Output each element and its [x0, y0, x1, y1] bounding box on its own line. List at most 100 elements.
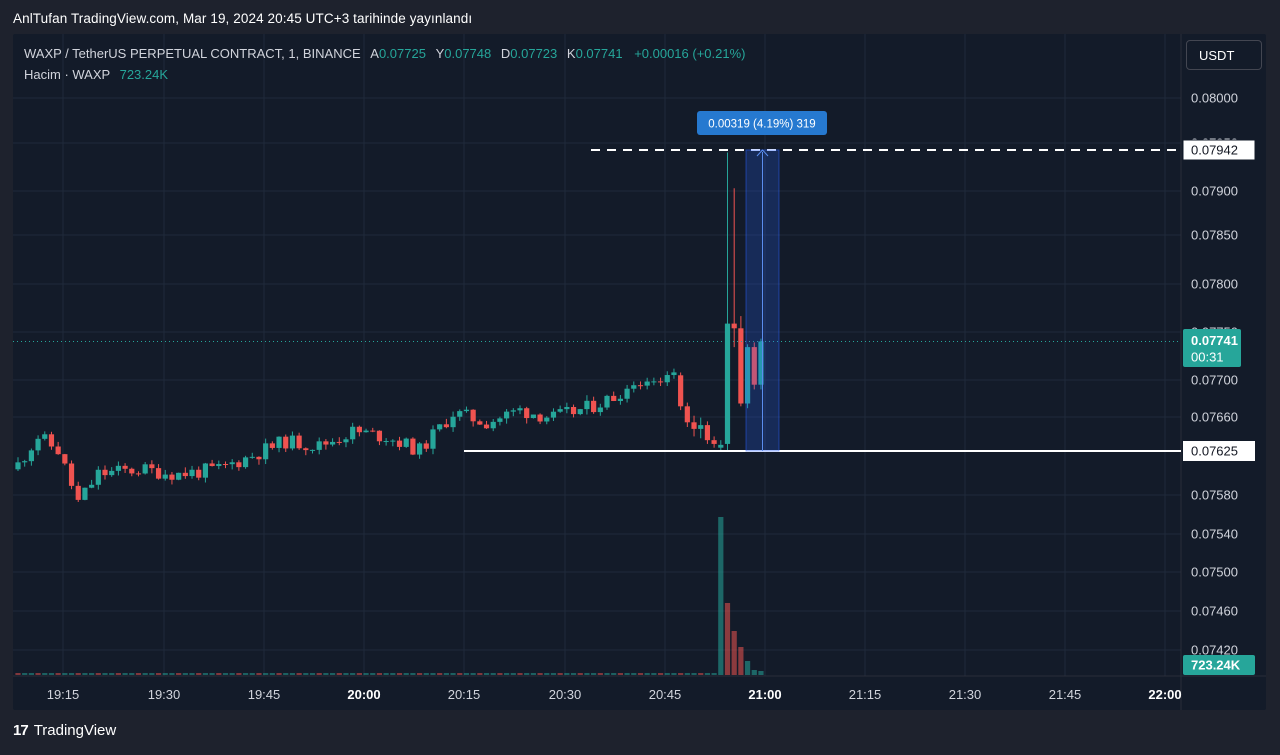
candle-body	[55, 446, 61, 455]
volume-bar	[390, 673, 396, 675]
volume-bar	[336, 673, 342, 675]
candle-body	[343, 439, 349, 443]
volume-bar	[744, 661, 751, 675]
candle-body	[624, 388, 630, 399]
volume-bar	[162, 673, 168, 675]
candle-body	[303, 448, 309, 451]
volume-bar	[383, 673, 389, 675]
volume-bar	[396, 673, 403, 675]
volume-bar	[738, 647, 744, 675]
candle-body	[657, 381, 664, 383]
volume-bar	[457, 673, 463, 675]
candle-body	[644, 381, 650, 386]
volume-bar	[597, 673, 603, 675]
volume-bar	[169, 673, 175, 675]
candle-body	[263, 443, 269, 460]
publish-caption: AnlTufan TradingView.com, Mar 19, 2024 2…	[13, 11, 473, 26]
price-chart[interactable]: 0.080000.079500.079000.078500.078000.077…	[13, 34, 1266, 710]
measure-label-box	[697, 111, 827, 135]
candle-body	[162, 474, 168, 479]
candle-body	[437, 424, 443, 430]
price-tick-label: 0.07580	[1191, 488, 1238, 503]
volume-badge-text: 723.24K	[1191, 658, 1241, 673]
volume-bar	[678, 673, 684, 675]
measure-label: 0.00319 (4.19%) 319	[708, 119, 815, 131]
candle-body	[410, 438, 416, 455]
low-label: D	[500, 46, 511, 61]
volume-bar	[483, 673, 490, 675]
volume-bar	[229, 673, 235, 675]
currency-button[interactable]: USDT	[1186, 40, 1262, 70]
candle-body	[483, 424, 490, 429]
candle-body	[731, 323, 737, 329]
volume-bar	[724, 603, 731, 675]
volume-bar	[564, 673, 570, 675]
time-tick-label: 19:30	[148, 687, 181, 702]
close-value: 0.07741	[575, 46, 623, 61]
volume-bar	[497, 673, 503, 675]
volume-bar	[102, 673, 108, 675]
volume-bar	[323, 673, 329, 675]
volume-bar	[316, 673, 322, 675]
candle-body	[42, 434, 48, 439]
candle-body	[524, 408, 530, 419]
tradingview-logo-icon: 17	[13, 722, 29, 739]
price-tick-label: 0.07660	[1191, 410, 1238, 425]
change-value: +0.00016 (+0.21%)	[634, 46, 746, 61]
bottom-line-price-badge	[1183, 441, 1255, 461]
volume-bar	[376, 673, 383, 675]
volume-bar	[249, 673, 255, 675]
time-tick-label: 20:00	[347, 687, 380, 702]
volume-bar	[242, 673, 249, 675]
volume-bar	[142, 673, 148, 675]
price-tick-label: 0.07700	[1191, 373, 1238, 388]
candle-body	[22, 461, 28, 463]
close-label: K	[566, 46, 576, 61]
volume-bar	[691, 673, 697, 675]
candle-body	[758, 341, 764, 385]
candle-body	[196, 469, 202, 478]
price-tick-label: 0.07900	[1191, 184, 1238, 199]
candle-body	[329, 441, 336, 445]
candle-body	[724, 323, 731, 444]
candle-body	[530, 414, 536, 419]
volume-bar	[75, 673, 81, 675]
volume-bar	[644, 673, 650, 675]
candle-body	[396, 440, 403, 447]
chart-panel[interactable]: 0.080000.079500.079000.078500.078000.077…	[13, 34, 1266, 710]
volume-bar	[48, 673, 55, 675]
volume-bar	[176, 673, 182, 675]
volume-bar	[617, 673, 623, 675]
candle-body	[236, 462, 242, 468]
volume-bar	[28, 673, 34, 675]
volume-bar	[115, 673, 121, 675]
volume-bar	[711, 673, 717, 675]
open-label: A	[370, 46, 379, 61]
candle-body	[356, 426, 362, 433]
candle-body	[550, 411, 557, 418]
volume-bar	[122, 673, 128, 675]
candle-body	[611, 395, 617, 401]
candle-body	[135, 473, 142, 475]
time-tick-label: 20:45	[649, 687, 682, 702]
candle-body	[182, 472, 188, 477]
tradingview-footer[interactable]: 17 TradingView	[13, 722, 116, 739]
volume-bar	[490, 673, 496, 675]
volume-bar	[577, 673, 583, 675]
volume-bar	[35, 673, 41, 675]
candle-body	[155, 468, 162, 479]
volume-bar	[350, 673, 356, 675]
volume-bar	[470, 673, 476, 675]
volume-bar	[236, 673, 242, 675]
candle-body	[497, 418, 503, 422]
bottom-line-price-text: 0.07625	[1191, 444, 1238, 459]
time-tick-label: 20:30	[549, 687, 582, 702]
volume-bar	[296, 673, 302, 675]
candle-body	[122, 465, 128, 469]
volume-bar	[751, 670, 757, 675]
volume-bar	[443, 673, 449, 675]
volume-bar	[283, 673, 289, 675]
volume-bar	[423, 673, 429, 675]
candle-body	[209, 463, 215, 467]
price-tick-label: 0.08000	[1191, 91, 1238, 106]
